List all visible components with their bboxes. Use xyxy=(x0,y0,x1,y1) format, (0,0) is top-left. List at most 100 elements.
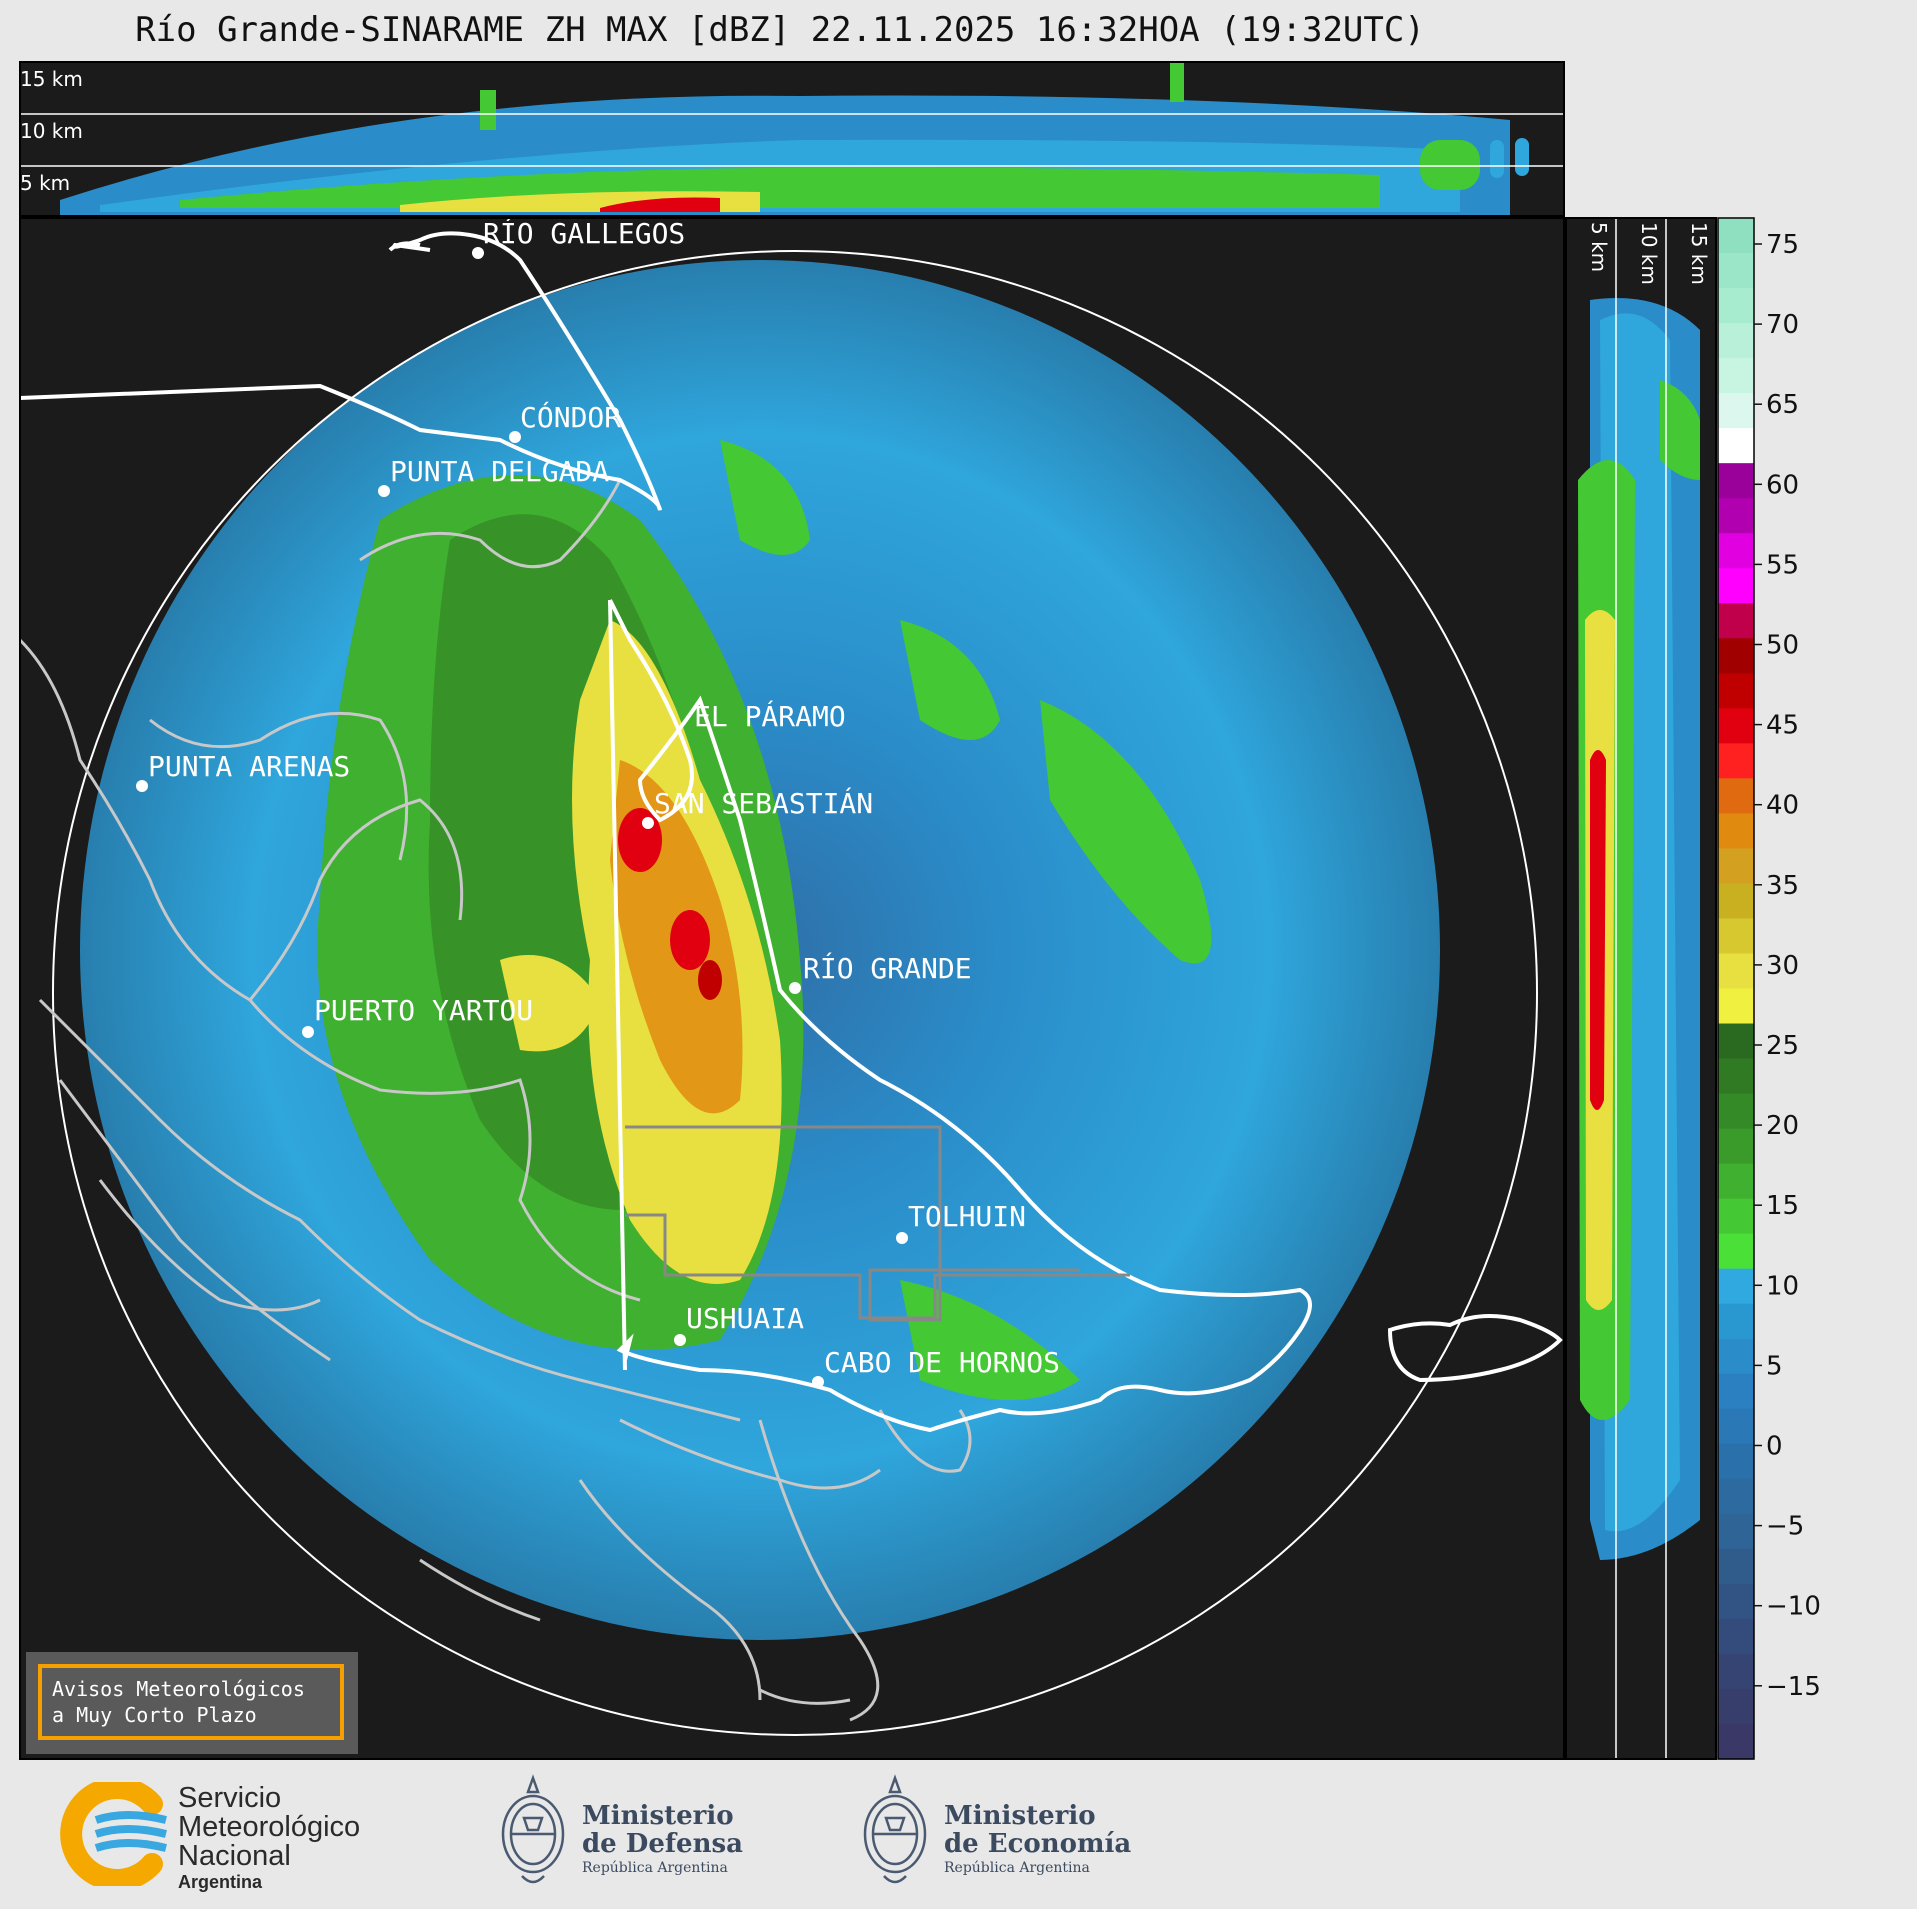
city-dot-rio-grande xyxy=(789,982,801,994)
city-dot-ushuaia xyxy=(674,1334,686,1346)
colorbar-swatch xyxy=(1718,1688,1754,1725)
city-dot-tolhuin xyxy=(896,1232,908,1244)
colorbar-swatch xyxy=(1718,428,1754,464)
defensa-line-2: de Defensa xyxy=(582,1829,743,1859)
colorbar-swatch xyxy=(1718,288,1754,324)
colorbar-tick-label: 50 xyxy=(1766,631,1799,661)
colorbar-swatch xyxy=(1718,1618,1754,1655)
colorbar-swatch xyxy=(1718,1408,1754,1445)
colorbar-swatch xyxy=(1718,1548,1754,1585)
defensa-seal-icon xyxy=(501,1774,565,1884)
colorbar-swatch xyxy=(1718,393,1754,429)
defensa-line-1: Ministerio xyxy=(582,1801,734,1831)
defensa-line-3: República Argentina xyxy=(582,1860,728,1876)
colorbar-swatch xyxy=(1718,918,1754,955)
side-section-panel: 5 km 10 km 15 km xyxy=(1565,217,1717,1760)
colorbar-swatch xyxy=(1718,1583,1754,1620)
city-dot-san-sebastian xyxy=(642,817,654,829)
city-dot-punta-delgada xyxy=(378,485,390,497)
economia-seal-icon xyxy=(863,1774,927,1884)
colorbar-swatches xyxy=(1718,218,1754,1760)
colorbar-swatch xyxy=(1718,743,1754,779)
map-title: Río Grande-SINARAME ZH MAX [dBZ] 22.11.2… xyxy=(135,10,1425,50)
colorbar-tick-label: −15 xyxy=(1766,1672,1821,1702)
top-height-label-5: 5 km xyxy=(20,171,70,195)
city-label-rio-gallegos: RÍO GALLEGOS xyxy=(483,216,685,250)
coastlines xyxy=(20,479,972,1722)
borders xyxy=(20,231,1563,1433)
colorbar-tick-label: 5 xyxy=(1766,1351,1783,1381)
colorbar-tick-label: 40 xyxy=(1766,791,1799,821)
colorbar-swatch xyxy=(1718,1303,1754,1340)
city-label-san-sebastian: SAN SEBASTIÁN xyxy=(654,786,873,820)
alert-box: Avisos Meteorológicos a Muy Corto Plazo xyxy=(26,1652,358,1754)
colorbar-swatch xyxy=(1718,813,1754,850)
smn-logo-text: Servicio Meteorológico Nacional Argentin… xyxy=(178,1784,360,1893)
colorbar-swatch xyxy=(1718,1443,1754,1480)
city-label-tolhuin: TOLHUIN xyxy=(908,1200,1026,1233)
colorbar-swatch xyxy=(1718,323,1754,359)
colorbar-swatch xyxy=(1718,1268,1754,1305)
colorbar-swatch xyxy=(1718,708,1754,744)
colorbar-swatch xyxy=(1718,1233,1754,1270)
defensa-logo-text: Ministerio de Defensa República Argentin… xyxy=(582,1802,743,1878)
colorbar-swatch xyxy=(1718,1128,1754,1165)
smn-line-1: Servicio xyxy=(178,1782,282,1814)
city-label-punta-arenas: PUNTA ARENAS xyxy=(148,750,350,783)
colorbar-swatch xyxy=(1718,568,1754,604)
colorbar-tick-label: 35 xyxy=(1766,871,1799,901)
colorbar-swatch xyxy=(1718,778,1754,814)
colorbar-swatch xyxy=(1718,953,1754,990)
colorbar-tick-label: 0 xyxy=(1766,1432,1783,1462)
top-height-label-15: 15 km xyxy=(20,67,83,91)
colorbar-swatch xyxy=(1718,883,1754,920)
colorbar-tick-label: −5 xyxy=(1766,1512,1804,1542)
city-label-cabo-de-hornos: CABO DE HORNOS xyxy=(824,1346,1060,1379)
colorbar-tick-label: 60 xyxy=(1766,470,1799,500)
radar-map: RÍO GALLEGOS CÓNDOR PUNTA DELGADA PUNTA … xyxy=(19,216,1565,1760)
economia-line-1: Ministerio xyxy=(944,1801,1096,1831)
range-ring xyxy=(52,250,1538,1736)
smn-line-3: Nacional xyxy=(178,1840,291,1872)
economia-line-3: República Argentina xyxy=(944,1860,1090,1876)
colorbar-swatch xyxy=(1718,638,1754,674)
economia-line-2: de Economía xyxy=(944,1829,1132,1859)
city-dot-punta-arenas xyxy=(136,780,148,792)
colorbar-swatch xyxy=(1718,358,1754,394)
colorbar-swatch xyxy=(1718,988,1754,1025)
colorbar-tick-label: 70 xyxy=(1766,310,1799,340)
colorbar-swatch xyxy=(1718,218,1754,254)
city-dot-cabo-de-hornos xyxy=(812,1376,824,1388)
colorbar-swatch xyxy=(1718,1653,1754,1690)
colorbar-tick-label: 15 xyxy=(1766,1191,1799,1221)
footer: Servicio Meteorológico Nacional Argentin… xyxy=(0,1760,1917,1909)
alert-line-2: a Muy Corto Plazo xyxy=(52,1703,257,1727)
colorbar-tick-label: 25 xyxy=(1766,1031,1799,1061)
colorbar-swatch xyxy=(1718,1338,1754,1375)
smn-line-4: Argentina xyxy=(178,1872,263,1892)
colorbar-tick-label: 75 xyxy=(1766,230,1799,260)
city-dot-rio-gallegos xyxy=(472,247,484,259)
colorbar-tick-label: 55 xyxy=(1766,550,1799,580)
city-dot-condor xyxy=(509,431,521,443)
top-height-label-10: 10 km xyxy=(20,119,83,143)
colorbar-swatch xyxy=(1718,1478,1754,1515)
smn-line-2: Meteorológico xyxy=(178,1811,361,1843)
colorbar-swatch xyxy=(1718,848,1754,885)
colorbar-tick-label: 10 xyxy=(1766,1271,1799,1301)
economia-logo-text: Ministerio de Economía República Argenti… xyxy=(944,1802,1131,1878)
city-label-rio-grande: RÍO GRANDE xyxy=(803,951,972,985)
colorbar-swatch xyxy=(1718,253,1754,289)
colorbar-tick-label: −10 xyxy=(1766,1592,1821,1622)
top-section-panel: 15 km 10 km 5 km xyxy=(19,61,1565,217)
colorbar-swatch xyxy=(1718,673,1754,709)
colorbar-swatch xyxy=(1718,1198,1754,1235)
colorbar-tick-label: 20 xyxy=(1766,1111,1799,1141)
city-label-puerto-yartou: PUERTO YARTOU xyxy=(314,994,533,1027)
colorbar-swatch xyxy=(1718,533,1754,569)
side-height-label-5: 5 km xyxy=(1587,222,1611,272)
city-label-ushuaia: USHUAIA xyxy=(686,1302,804,1335)
alert-line-1: Avisos Meteorológicos xyxy=(52,1677,305,1701)
colorbar-tick-label: 65 xyxy=(1766,390,1799,420)
